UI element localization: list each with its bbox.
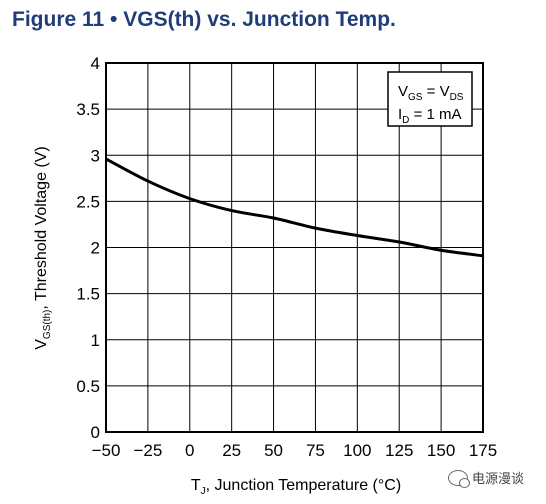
- y-tick-label: 2.5: [76, 192, 100, 211]
- figure-title: Figure 11 • VGS(th) vs. Junction Temp.: [12, 8, 396, 31]
- y-tick-label: 3: [91, 146, 100, 165]
- x-tick-label: 50: [264, 441, 283, 460]
- legend-box: VGS = VDS ID = 1 mA: [387, 71, 473, 127]
- y-tick-label: 4: [91, 54, 100, 73]
- chat-bubble-icon: [448, 469, 470, 488]
- x-tick-label: 150: [427, 441, 455, 460]
- x-tick-label: 75: [306, 441, 325, 460]
- x-tick-labels: −50 −25 0 25 50 75 100 125 150 175: [92, 441, 498, 460]
- x-tick-label: 0: [185, 441, 194, 460]
- x-tick-label: 125: [385, 441, 413, 460]
- legend-line-1: VGS = VDS: [398, 83, 464, 103]
- x-tick-label: 175: [469, 441, 497, 460]
- y-tick-label: 2: [91, 239, 100, 258]
- x-tick-label: 100: [343, 441, 371, 460]
- y-tick-label: 0.5: [76, 377, 100, 396]
- series-line: [105, 157, 484, 258]
- watermark-text: 电源漫谈: [472, 472, 525, 487]
- y-tick-label: 1: [91, 331, 100, 350]
- y-tick-label: 1.5: [76, 285, 100, 304]
- x-axis-title: TJ, Junction Temperature (°C): [191, 477, 401, 497]
- y-tick-label: 3.5: [76, 100, 100, 119]
- watermark: 电源漫谈: [448, 468, 525, 488]
- x-tick-label: −50: [92, 441, 121, 460]
- y-axis-title: VGS(th), Threshold Voltage (V): [33, 146, 53, 349]
- x-tick-label: 25: [222, 441, 241, 460]
- x-tick-label: −25: [133, 441, 162, 460]
- y-tick-label: 0: [91, 423, 100, 442]
- legend-line-2: ID = 1 mA: [398, 106, 462, 126]
- plot-frame: [105, 62, 484, 433]
- y-tick-labels: 0 0.5 1 1.5 2 2.5 3 3.5 4: [76, 54, 100, 442]
